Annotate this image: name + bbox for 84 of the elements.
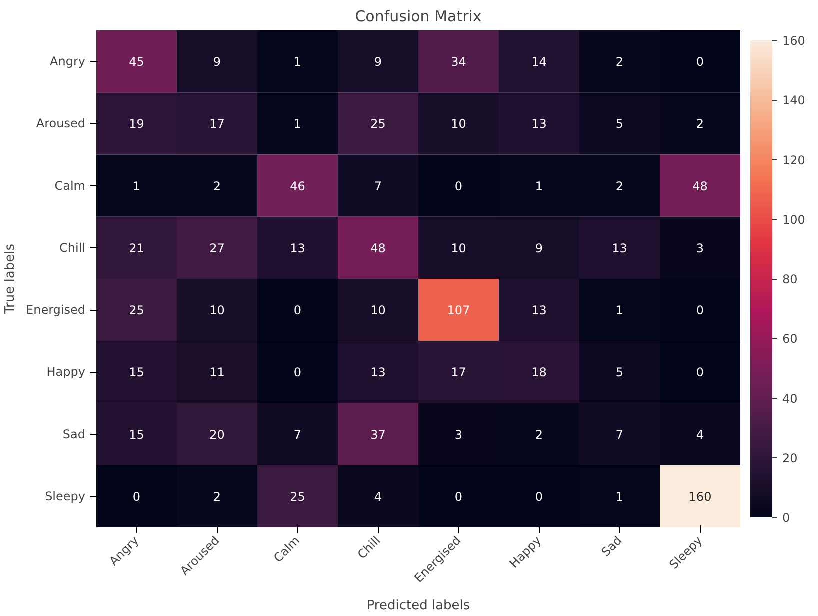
data-label: 1 — [294, 55, 302, 70]
data-label: 48 — [692, 179, 708, 194]
data-label: 15 — [129, 366, 144, 380]
color-bar-label: 40 — [782, 392, 798, 406]
data-label: 0 — [696, 55, 704, 70]
data-label: 1 — [132, 179, 141, 194]
data-label: 10 — [451, 241, 466, 256]
y-tick-label: Sad — [62, 427, 86, 442]
data-label: 1 — [616, 490, 624, 504]
data-label: 27 — [210, 241, 225, 256]
data-label: 10 — [370, 304, 386, 318]
data-label: 160 — [688, 490, 712, 504]
data-label: 0 — [535, 490, 544, 504]
data-label: 45 — [129, 55, 144, 70]
data-label: 0 — [294, 366, 302, 380]
data-label: 13 — [370, 366, 386, 380]
color-bar-label: 160 — [782, 34, 806, 48]
data-label: 9 — [213, 55, 222, 70]
data-label: 3 — [454, 428, 463, 442]
color-bar-label: 120 — [782, 153, 806, 168]
data-label: 2 — [213, 490, 222, 504]
chart-title: Confusion Matrix — [355, 8, 482, 26]
y-tick-label: Sleepy — [45, 489, 86, 504]
data-label: 2 — [616, 55, 624, 70]
y-tick-label: Happy — [46, 365, 86, 380]
data-label: 2 — [616, 179, 624, 194]
color-bar-label: 0 — [782, 511, 790, 525]
data-label: 2 — [696, 117, 704, 132]
data-label: 19 — [129, 117, 144, 132]
data-label: 1 — [294, 117, 302, 132]
color-bar-label: 60 — [782, 332, 798, 346]
data-label: 20 — [210, 428, 225, 442]
y-tick-label: Aroused — [36, 116, 86, 131]
data-label: 17 — [451, 366, 466, 380]
data-label: 11 — [210, 366, 225, 380]
data-label: 2 — [213, 179, 222, 194]
data-label: 48 — [370, 241, 386, 256]
data-label: 25 — [290, 490, 306, 504]
data-label: 0 — [294, 304, 302, 318]
color-bar-label: 100 — [782, 212, 806, 227]
data-label: 14 — [532, 55, 547, 70]
data-label: 4 — [696, 428, 704, 442]
data-label: 5 — [616, 366, 624, 380]
data-label: 0 — [696, 366, 704, 380]
data-label: 2 — [535, 428, 544, 442]
data-label: 18 — [532, 366, 547, 380]
color-bar-label: 140 — [782, 94, 806, 108]
color-bar-label: 80 — [782, 272, 798, 286]
data-label: 3 — [696, 241, 704, 256]
data-label: 5 — [616, 117, 624, 132]
data-label: 21 — [129, 241, 144, 256]
data-label: 1 — [535, 179, 544, 194]
data-label: 0 — [454, 490, 463, 504]
data-label: 46 — [290, 179, 306, 194]
color-bar-label: 20 — [782, 451, 798, 466]
data-label: 0 — [454, 179, 463, 194]
y-tick-label: Angry — [50, 54, 86, 69]
data-label: 13 — [290, 241, 306, 256]
y-tick-label: Calm — [54, 178, 86, 193]
data-label: 0 — [132, 490, 141, 504]
data-label: 1 — [616, 304, 624, 318]
data-label: 7 — [294, 428, 302, 442]
data-label: 107 — [447, 304, 470, 318]
data-label: 9 — [535, 241, 544, 256]
data-label: 13 — [532, 117, 547, 132]
data-label: 10 — [210, 304, 225, 318]
data-label: 25 — [370, 117, 386, 132]
y-tick-label: Energised — [26, 303, 86, 318]
data-label: 9 — [374, 55, 382, 70]
data-label: 15 — [129, 428, 144, 442]
data-label: 34 — [451, 55, 466, 70]
data-label: 10 — [451, 117, 466, 132]
y-tick-label: Chill — [60, 240, 86, 255]
data-label: 25 — [129, 304, 144, 318]
data-label: 4 — [374, 490, 382, 504]
x-axis-title: Predicted labels — [366, 598, 470, 614]
data-label: 13 — [612, 241, 628, 256]
data-label: 13 — [532, 304, 547, 318]
data-label: 0 — [696, 304, 704, 318]
data-label: 37 — [370, 428, 386, 442]
data-label: 17 — [210, 117, 225, 132]
data-label: 7 — [374, 179, 382, 194]
data-label: 7 — [616, 428, 624, 442]
y-axis-title: True labels — [3, 244, 18, 315]
